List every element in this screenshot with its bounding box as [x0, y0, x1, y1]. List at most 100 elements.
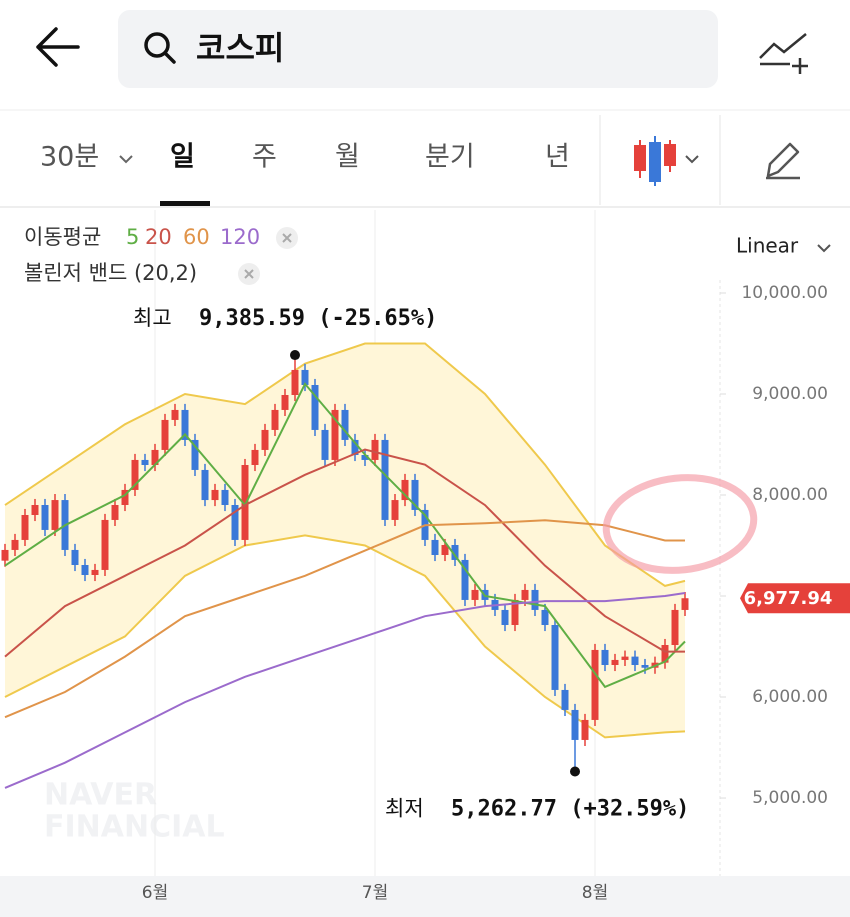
candle-body: [521, 589, 529, 600]
extreme-label: 최저: [385, 796, 424, 820]
tab[interactable]: 월: [335, 142, 360, 173]
watermark: NAVER: [44, 778, 157, 813]
candle-body: [681, 598, 689, 610]
tab[interactable]: 일: [170, 142, 195, 173]
draw-button[interactable]: [766, 142, 800, 180]
candle-body: [41, 505, 49, 530]
candle-body: [81, 565, 89, 575]
candle-body: [391, 500, 399, 520]
candle-body: [311, 385, 319, 430]
moving-average-line: [4, 382, 686, 689]
candle-body: [141, 459, 149, 465]
candle-body: [601, 649, 609, 665]
candle-body: [151, 449, 159, 465]
x-tick-label: 8월: [582, 883, 608, 903]
candle-body: [611, 659, 619, 665]
candle-body: [11, 539, 19, 550]
search-text: 코스피: [196, 29, 284, 67]
candle-body: [661, 645, 669, 663]
candle-body: [371, 439, 379, 460]
candle-body: [271, 409, 279, 430]
moving-average-line: [4, 448, 685, 658]
candle-body: [181, 409, 189, 440]
legend-entry: 5: [126, 225, 139, 249]
candle-body: [1, 549, 9, 561]
scale-selector[interactable]: Linear: [736, 234, 799, 258]
hand-drawn-circle: [602, 474, 758, 574]
candle-body: [291, 369, 299, 395]
extreme-marker: [290, 350, 300, 361]
search-box[interactable]: [118, 10, 718, 88]
candle-body: [451, 545, 459, 560]
search-icon: [163, 51, 176, 64]
candle-body: [321, 429, 329, 460]
candle-body: [211, 489, 219, 501]
remove-indicator-button[interactable]: [276, 227, 298, 249]
tab-caret: [119, 155, 133, 164]
candle-body: [471, 589, 479, 600]
candle-body: [571, 709, 579, 740]
watermark: FINANCIAL: [44, 810, 225, 845]
candle-body: [381, 439, 389, 520]
candle-body: [621, 656, 629, 660]
candle-body: [71, 549, 79, 565]
extreme-value: 5,262.77 (+32.59%): [451, 796, 689, 821]
legend-entry: 60: [183, 225, 210, 249]
candle-body: [401, 479, 409, 501]
legend-entry: 20: [145, 225, 172, 249]
legend-ma-label: 이동평균: [24, 225, 101, 249]
x-tick-label: 7월: [362, 883, 388, 903]
y-tick-label: 8,000.00: [752, 485, 828, 505]
bollinger-upper: [4, 342, 686, 587]
add-chart-button[interactable]: [759, 33, 808, 74]
tab[interactable]: 주: [252, 142, 277, 173]
extreme-marker: [570, 766, 580, 777]
candle-body: [531, 589, 539, 610]
tab[interactable]: 30분: [40, 142, 99, 173]
candle-body: [331, 409, 339, 460]
remove-indicator-button[interactable]: [238, 263, 260, 285]
candle-body: [461, 559, 469, 600]
y-tick-label: 10,000.00: [741, 283, 828, 303]
candle-body: [241, 465, 249, 540]
extreme-value: 9,385.59 (-25.65%): [199, 306, 437, 331]
bollinger-lower: [4, 534, 686, 739]
candle-body: [111, 505, 119, 520]
y-tick-label: 6,000.00: [752, 687, 828, 707]
legend-bb-label: 볼린저 밴드 (20,2): [24, 261, 197, 285]
candle-body: [541, 609, 549, 625]
x-axis-band: [0, 876, 850, 917]
candle-body: [281, 395, 289, 410]
moving-average-line: [4, 592, 686, 789]
bollinger-fill: [5, 343, 685, 738]
y-tick-label: 9,000.00: [752, 384, 828, 404]
search-icon: [144, 32, 170, 58]
back-button[interactable]: [36, 27, 80, 67]
candle-body: [21, 515, 29, 540]
candle-body: [551, 625, 559, 690]
tab-underline: [160, 201, 210, 206]
candle-body: [501, 609, 509, 625]
candle-body: [31, 505, 39, 515]
chart-type-button[interactable]: [634, 136, 699, 186]
candle-body: [341, 409, 349, 440]
candle-body: [121, 489, 129, 505]
candle-body: [161, 419, 169, 450]
tab[interactable]: 분기: [425, 142, 475, 173]
scale-caret: [817, 244, 831, 253]
candle-body: [411, 479, 419, 510]
candle-body: [51, 500, 59, 530]
candle-body: [201, 469, 209, 501]
candle-body: [561, 689, 569, 710]
candle-body: [231, 505, 239, 540]
candle-body: [301, 369, 309, 385]
candle-body: [91, 569, 99, 575]
tab[interactable]: 년: [545, 142, 570, 173]
candle-body: [171, 409, 179, 420]
candle-body: [261, 429, 269, 450]
legend-entry: 120: [220, 225, 260, 249]
candle-body: [251, 449, 259, 465]
y-tick-label: 5,000.00: [752, 788, 828, 808]
candle-body: [361, 455, 369, 460]
